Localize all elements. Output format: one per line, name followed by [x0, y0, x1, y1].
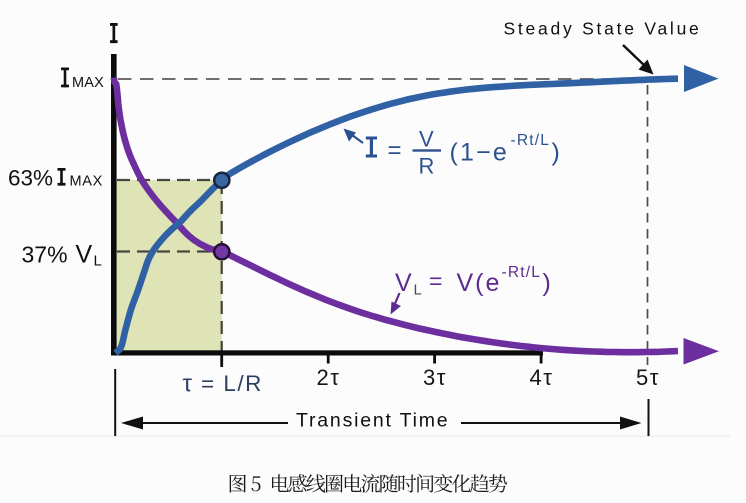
svg-text:= L/R: = L/R — [201, 371, 263, 396]
svg-text:): ) — [552, 139, 560, 167]
svg-text:3τ: 3τ — [423, 365, 447, 390]
svg-text:R: R — [419, 154, 435, 179]
svg-text:(1−e: (1−e — [450, 139, 510, 167]
svg-text:63%: 63% — [8, 166, 53, 191]
svg-text:-Rt/L: -Rt/L — [511, 132, 551, 149]
svg-text:2τ: 2τ — [317, 365, 341, 390]
svg-text:V: V — [76, 241, 93, 269]
svg-text:37%: 37% — [22, 242, 68, 268]
svg-text:=: = — [429, 268, 442, 294]
svg-text:V: V — [419, 127, 434, 152]
svg-text:Steady State Value: Steady State Value — [504, 19, 702, 39]
svg-text:MAX: MAX — [72, 75, 104, 91]
svg-text:MAX: MAX — [70, 174, 104, 190]
svg-text:4τ: 4τ — [530, 365, 554, 390]
svg-text:V(e: V(e — [457, 269, 502, 297]
svg-text:τ: τ — [183, 371, 193, 398]
svg-text:-Rt/L: -Rt/L — [502, 264, 542, 281]
svg-text:V: V — [395, 269, 412, 297]
svg-text:Transient Time: Transient Time — [296, 410, 449, 432]
svg-text:L: L — [414, 282, 422, 299]
svg-text:5τ: 5τ — [636, 365, 660, 390]
svg-text:L: L — [94, 253, 102, 270]
svg-text:): ) — [543, 269, 551, 297]
svg-text:=: = — [388, 137, 402, 164]
